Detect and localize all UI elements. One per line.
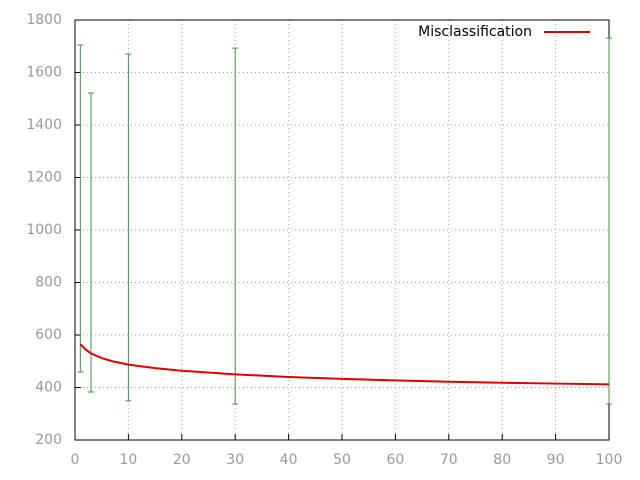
x-tick-label: 80: [493, 452, 511, 468]
x-tick-label: 70: [440, 452, 458, 468]
y-tick-label: 1000: [26, 222, 62, 238]
x-tick-label: 90: [547, 452, 565, 468]
y-tick-label: 1200: [26, 170, 62, 186]
x-tick-label: 30: [226, 452, 244, 468]
legend-label: Misclassification: [418, 24, 532, 40]
x-tick-label: 50: [333, 452, 351, 468]
x-tick-label: 100: [596, 452, 623, 468]
x-tick-label: 20: [173, 452, 191, 468]
y-tick-label: 1600: [26, 65, 62, 81]
error-bar: [606, 37, 612, 405]
x-tick-label: 40: [280, 452, 298, 468]
y-tick-label: 200: [35, 432, 62, 448]
y-tick-label: 400: [35, 380, 62, 396]
series-line: [79, 343, 610, 386]
error-bar: [77, 44, 84, 373]
x-tick-label: 10: [119, 452, 137, 468]
y-tick-label: 600: [35, 327, 62, 343]
x-tick-label: 0: [71, 452, 80, 468]
error-bar: [232, 47, 239, 405]
error-bar: [88, 92, 95, 393]
y-tick-label: 1400: [26, 117, 62, 133]
y-tick-label: 800: [35, 275, 62, 291]
x-tick-label: 60: [386, 452, 404, 468]
y-tick-label: 1800: [26, 12, 62, 28]
error-bar: [125, 53, 132, 402]
